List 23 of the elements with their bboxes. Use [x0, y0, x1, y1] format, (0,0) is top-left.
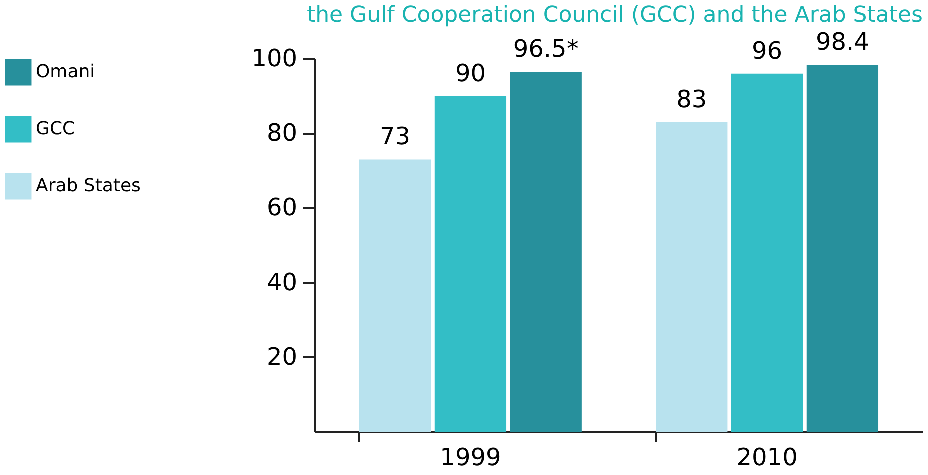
chart-title: the Gulf Cooperation Council (GCC) and the Arab States: [306, 2, 923, 28]
bar: [434, 96, 507, 432]
y-tick-label: 40: [266, 268, 298, 296]
y-tick-label: 100: [252, 44, 298, 72]
x-tick-label: 1999: [440, 444, 502, 472]
bar: [510, 72, 582, 432]
x-tick-label: 2010: [736, 444, 798, 472]
y-tick-label: 60: [266, 194, 298, 222]
y-tick-label: 80: [266, 119, 298, 148]
data-label: 96.5*: [513, 35, 579, 64]
legend-label: Omani: [36, 62, 96, 82]
data-label: 96: [752, 36, 783, 65]
data-label: 83: [676, 85, 708, 114]
legend-label: GCC: [36, 118, 76, 140]
bar: [731, 74, 804, 432]
y-tick-label: 20: [266, 342, 298, 371]
legend-label: Arab States: [36, 176, 141, 196]
data-label: 90: [455, 59, 486, 88]
data-label: 98.4: [816, 28, 870, 56]
data-label: 73: [380, 122, 411, 151]
bar: [359, 160, 432, 432]
bar: [656, 122, 728, 432]
bar: [806, 64, 879, 432]
